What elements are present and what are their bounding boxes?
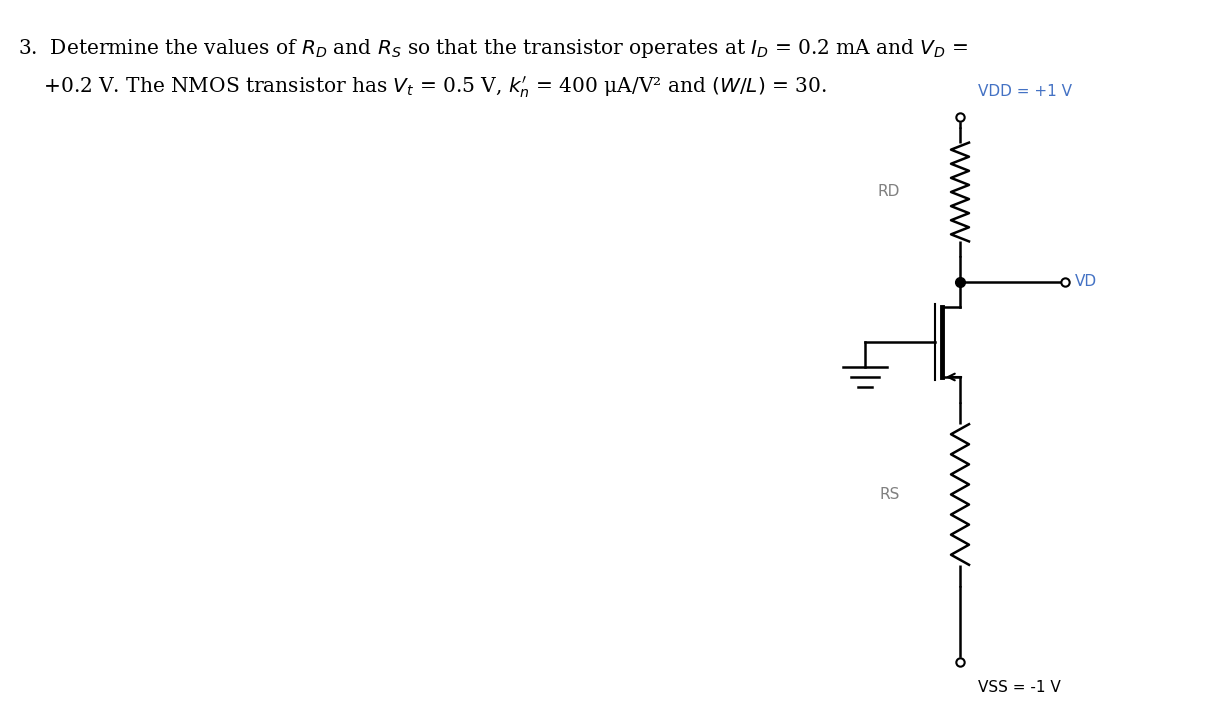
Text: VSS = -1 V: VSS = -1 V xyxy=(978,680,1060,695)
Text: VD: VD xyxy=(1075,275,1097,290)
Text: RD: RD xyxy=(878,184,900,199)
Text: VDD = +1 V: VDD = +1 V xyxy=(978,84,1073,99)
Text: RS: RS xyxy=(879,487,900,502)
Text: +0.2 V. The NMOS transistor has $V_t$ = 0.5 V, $k_n^{\prime}$ = 400 μA/V² and $(: +0.2 V. The NMOS transistor has $V_t$ = … xyxy=(18,74,827,100)
Text: 3.  Determine the values of $R_D$ and $R_S$ so that the transistor operates at $: 3. Determine the values of $R_D$ and $R_… xyxy=(18,37,967,60)
